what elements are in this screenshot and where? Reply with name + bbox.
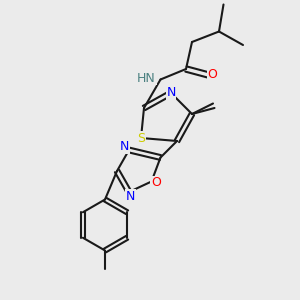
Text: N: N <box>120 140 129 154</box>
Text: N: N <box>166 86 176 100</box>
Text: N: N <box>126 190 135 203</box>
Text: O: O <box>151 176 161 190</box>
Text: S: S <box>137 131 145 145</box>
Text: O: O <box>207 68 217 82</box>
Text: HN: HN <box>137 71 156 85</box>
